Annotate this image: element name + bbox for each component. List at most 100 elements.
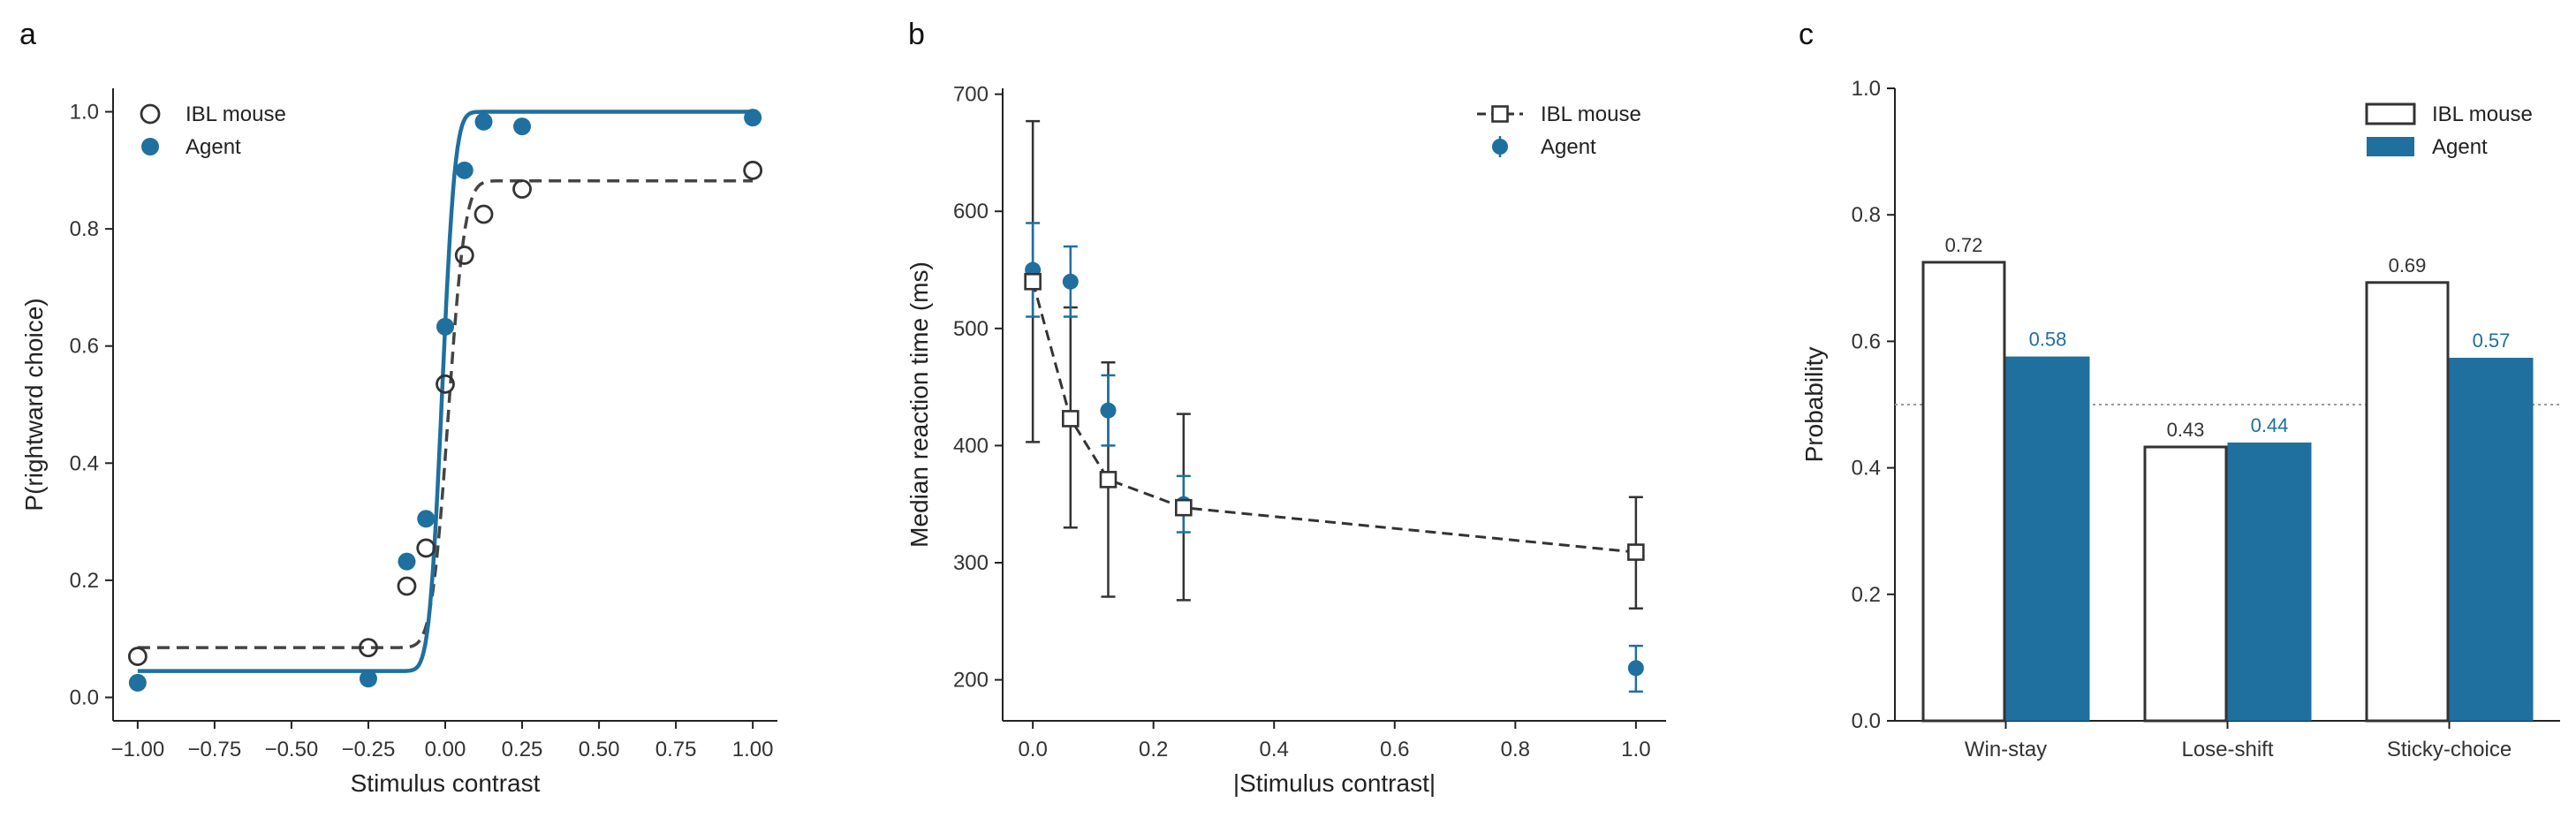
y-tick-label: 200 <box>953 669 989 693</box>
y-tick-label: 0.0 <box>70 685 99 709</box>
x-tick-label: −0.25 <box>342 738 396 761</box>
panel-a-letter: a <box>19 18 36 51</box>
x-tick-label: 0.6 <box>1380 738 1409 761</box>
y-tick-label: 400 <box>953 434 989 458</box>
agent-bar <box>2449 358 2534 721</box>
y-tick-label: 0.0 <box>1852 709 1881 733</box>
y-tick-label: 0.6 <box>1852 329 1881 353</box>
agent-rt-point <box>1062 273 1079 290</box>
y-tick-label: 0.4 <box>70 451 99 475</box>
agent-point <box>128 673 147 692</box>
x-tick-label: 1.0 <box>1621 738 1650 761</box>
y-tick-label: 0.4 <box>1852 457 1881 481</box>
y-tick-label: 1.0 <box>1852 77 1881 101</box>
mouse-bar <box>2143 445 2228 723</box>
legend-mouse-marker <box>140 103 161 125</box>
mouse-rt-point <box>1099 471 1118 489</box>
agent-point <box>513 117 532 136</box>
x-tick-label: 0.2 <box>1139 738 1168 761</box>
agent-rt-point <box>1627 660 1644 677</box>
reaction-time-chart: 200 300 400 500 600 700 0.0 0.2 0.4 0.6 0.8 1.0 |Sti… <box>905 83 1666 797</box>
legend-mouse-label: IBL mouse <box>186 102 286 126</box>
agent-bar <box>2227 442 2312 721</box>
category-label: Lose-shift <box>2181 738 2273 761</box>
y-tick-label: 300 <box>953 551 989 575</box>
y-tick-label: 700 <box>953 83 989 107</box>
x-axis-label: Stimulus contrast <box>351 769 541 797</box>
x-tick-label: 0.00 <box>425 738 466 761</box>
y-tick-label: 600 <box>953 200 989 223</box>
agent-bar <box>2005 356 2090 721</box>
x-tick-label: −0.50 <box>265 738 319 761</box>
legend-agent-label: Agent <box>2432 135 2488 159</box>
psychometric-chart: 0.0 0.2 0.4 0.6 0.8 1.0 −1.00 −0.75 −0.50 −0.25 0.… <box>20 88 777 797</box>
y-axis-label: P(rightward choice) <box>20 298 48 511</box>
mouse-rt-point <box>1627 543 1645 561</box>
y-tick-label: 500 <box>953 317 989 341</box>
x-tick-label: 1.00 <box>732 738 774 761</box>
agent-point <box>359 670 377 688</box>
legend-mouse-label: IBL mouse <box>1541 102 1641 126</box>
legend-agent-label: Agent <box>186 135 241 159</box>
choice-strategy-chart: 0.0 0.2 0.4 0.6 0.8 1.0 Probability Win-stay 0.7… <box>1800 77 2560 761</box>
mouse-bar <box>1921 261 2006 723</box>
legend-agent-label: Agent <box>1541 135 1596 159</box>
mouse-rt-point <box>1175 498 1193 517</box>
agent-point <box>744 109 762 127</box>
mouse-point <box>436 374 455 394</box>
y-tick-label: 0.8 <box>70 217 99 241</box>
legend-agent-marker <box>141 138 159 155</box>
legend-agent-marker <box>1492 139 1508 155</box>
mouse-value-label: 0.72 <box>1945 234 1983 256</box>
x-tick-label: 0.50 <box>579 738 620 761</box>
mouse-point <box>416 538 436 558</box>
mouse-point <box>359 638 378 658</box>
x-tick-label: 0.0 <box>1018 738 1047 761</box>
y-tick-label: 0.8 <box>1852 203 1881 227</box>
x-tick-label: 0.75 <box>655 738 697 761</box>
x-tick-label: 0.25 <box>502 738 543 761</box>
agent-value-label: 0.57 <box>2473 329 2511 352</box>
agent-value-label: 0.44 <box>2251 414 2289 436</box>
legend-mouse-marker <box>1491 105 1509 123</box>
mouse-value-label: 0.69 <box>2389 254 2427 276</box>
mouse-rt-point <box>1024 272 1042 291</box>
agent-point <box>417 510 436 528</box>
y-axis-label: Probability <box>1800 347 1828 463</box>
mouse-point <box>127 647 148 666</box>
y-tick-label: 0.2 <box>1852 583 1881 607</box>
x-tick-label: 0.4 <box>1260 738 1289 761</box>
agent-rt-point <box>1100 402 1117 419</box>
category-label: Win-stay <box>1965 738 2047 761</box>
panel-c-letter: c <box>1799 18 1814 51</box>
mouse-bar <box>2365 281 2450 723</box>
y-tick-label: 1.0 <box>70 101 99 125</box>
x-tick-label: −1.00 <box>110 738 164 761</box>
mouse-point <box>512 179 532 199</box>
agent-point <box>398 552 416 571</box>
agent-value-label: 0.58 <box>2029 329 2067 351</box>
mouse-point <box>397 576 417 596</box>
y-tick-label: 0.2 <box>70 569 99 593</box>
mouse-rt-line <box>1031 281 1637 554</box>
agent-point <box>474 112 493 131</box>
legend-mouse-swatch <box>2365 102 2416 125</box>
mouse-point <box>454 246 474 265</box>
mouse-rt-point <box>1062 410 1080 428</box>
x-axis-label: |Stimulus contrast| <box>1233 769 1436 797</box>
legend-mouse-label: IBL mouse <box>2432 102 2533 126</box>
agent-point <box>455 161 474 179</box>
mouse-value-label: 0.43 <box>2167 419 2205 441</box>
x-tick-label: −0.75 <box>188 738 242 761</box>
y-axis-label: Median reaction time (ms) <box>905 261 933 548</box>
category-label: Sticky-choice <box>2387 738 2512 761</box>
mouse-fit-curve <box>137 178 754 649</box>
x-tick-label: 0.8 <box>1501 738 1530 761</box>
legend-agent-swatch <box>2367 137 2414 156</box>
panel-b-letter: b <box>908 18 925 51</box>
y-tick-label: 0.6 <box>70 335 99 359</box>
agent-point <box>436 317 454 336</box>
mouse-point <box>474 204 494 224</box>
mouse-point <box>743 160 763 180</box>
